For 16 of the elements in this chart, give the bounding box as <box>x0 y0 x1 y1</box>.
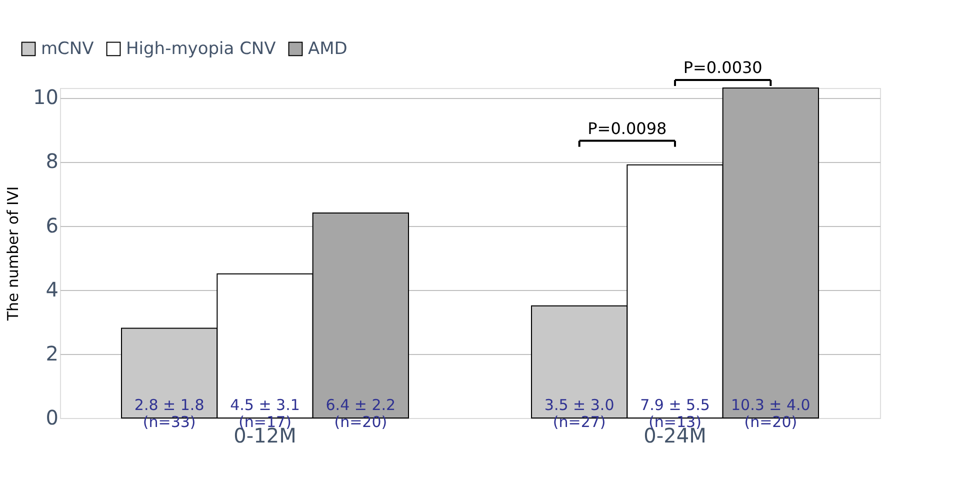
data-label: 10.3 ± 4.0 (n=20) <box>730 396 810 431</box>
y-tick-label: 8 <box>46 149 58 174</box>
legend-label: High-myopia CNV <box>126 38 276 59</box>
text: P=0.0030 <box>683 58 762 77</box>
data-label: 2.8 ± 1.8 (n=33) <box>134 396 204 431</box>
legend-label: AMD <box>308 38 348 59</box>
data-label: 3.5 ± 3.0 (n=27) <box>544 396 614 431</box>
data-label: 6.4 ± 2.2 (n=20) <box>326 396 396 431</box>
y-tick-label: 0 <box>46 406 58 430</box>
y-tick-label: 6 <box>46 213 58 238</box>
annotation: P=0.0098 <box>588 118 667 138</box>
y-tick-label: 2 <box>46 341 58 366</box>
legend-label: mCNV <box>41 38 94 59</box>
y-tick-label: 4 <box>46 277 58 302</box>
y-axis-title: The number of IVI <box>4 186 22 322</box>
y-tick-label: 10 <box>33 85 58 110</box>
